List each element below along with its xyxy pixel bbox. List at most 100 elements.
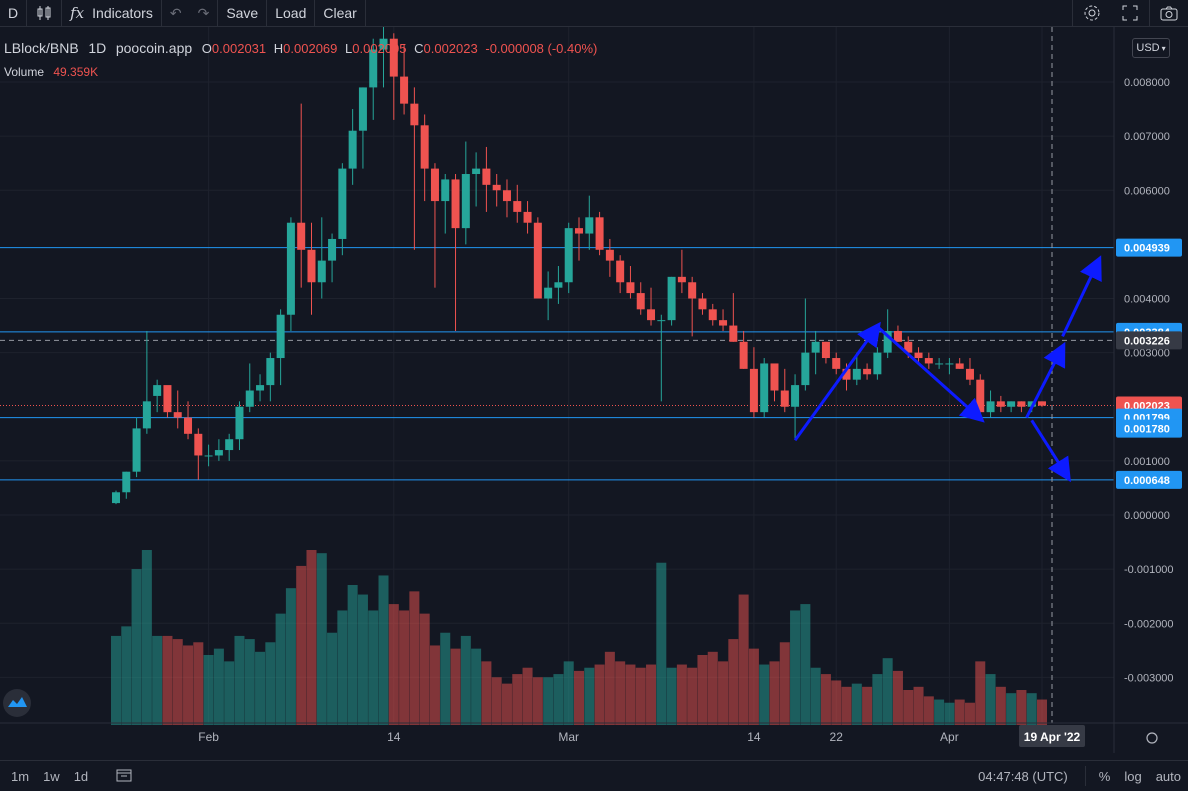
candle-body[interactable]: [533, 222, 542, 299]
candle-body[interactable]: [739, 341, 748, 369]
candle-body[interactable]: [924, 358, 933, 364]
candle-body[interactable]: [657, 320, 666, 322]
candle-body[interactable]: [142, 401, 151, 429]
candle-body[interactable]: [214, 450, 223, 456]
candle-body[interactable]: [184, 417, 193, 434]
auto-toggle[interactable]: auto: [1155, 768, 1181, 784]
candle-body[interactable]: [605, 249, 614, 261]
candle-body[interactable]: [410, 103, 419, 126]
candle-body[interactable]: [502, 190, 511, 202]
candle-body[interactable]: [348, 130, 357, 169]
candle-body[interactable]: [801, 352, 810, 386]
candle-body[interactable]: [811, 341, 820, 353]
candle-body[interactable]: [893, 330, 902, 342]
candle-body[interactable]: [297, 222, 306, 250]
candle-body[interactable]: [873, 352, 882, 375]
candle-body[interactable]: [544, 287, 553, 299]
redo-icon[interactable]: ↷: [197, 4, 210, 21]
candle-body[interactable]: [389, 38, 398, 77]
candle-body[interactable]: [935, 363, 944, 365]
candle-body[interactable]: [513, 201, 522, 212]
candles-icon[interactable]: [27, 0, 61, 26]
candle-body[interactable]: [204, 455, 213, 457]
candle-body[interactable]: [698, 298, 707, 310]
annotation-arrow[interactable]: [1025, 341, 1066, 419]
candle-body[interactable]: [472, 168, 481, 175]
chart-area[interactable]: 0.008000 0.007000 0.006000 0.004000 0.003000…: [0, 22, 1188, 753]
gear-icon[interactable]: [1073, 0, 1111, 26]
candle-body[interactable]: [883, 330, 892, 353]
legend-symbol[interactable]: LBlock/BNB: [4, 40, 79, 56]
candle-body[interactable]: [986, 401, 995, 413]
candle-body[interactable]: [235, 406, 244, 440]
currency-dropdown[interactable]: USD ▾: [1132, 38, 1170, 58]
annotation-arrow[interactable]: [1061, 255, 1102, 338]
candle-body[interactable]: [328, 238, 337, 261]
candle-body[interactable]: [461, 174, 470, 229]
symbol-short-button[interactable]: D: [8, 5, 19, 21]
candle-body[interactable]: [400, 76, 409, 104]
candle-body[interactable]: [245, 390, 254, 407]
candle-body[interactable]: [647, 309, 656, 321]
range-1w-button[interactable]: 1w: [43, 768, 60, 784]
percent-toggle[interactable]: %: [1098, 768, 1111, 784]
range-1m-button[interactable]: 1m: [11, 768, 30, 784]
candle-body[interactable]: [430, 168, 439, 202]
load-button[interactable]: Load: [275, 5, 307, 21]
candle-body[interactable]: [719, 320, 728, 326]
candle-body[interactable]: [286, 222, 295, 315]
candle-body[interactable]: [1038, 401, 1046, 406]
candle-body[interactable]: [132, 428, 141, 472]
candle-body[interactable]: [749, 368, 758, 413]
candle-body[interactable]: [616, 260, 625, 283]
save-button[interactable]: Save: [226, 5, 259, 21]
candle-body[interactable]: [153, 385, 162, 396]
candle-body[interactable]: [358, 87, 367, 131]
candle-body[interactable]: [194, 433, 203, 456]
axis-settings-gear-icon[interactable]: [1146, 732, 1158, 744]
range-1d-button[interactable]: 1d: [73, 768, 89, 784]
candle-body[interactable]: [256, 385, 265, 391]
candle-body[interactable]: [760, 363, 769, 413]
candle-body[interactable]: [708, 309, 717, 321]
utc-clock[interactable]: 04:47:48 (UTC): [978, 768, 1068, 784]
candle-body[interactable]: [996, 401, 1005, 407]
candle-body[interactable]: [575, 228, 583, 234]
candle-body[interactable]: [492, 184, 501, 191]
candle-body[interactable]: [369, 49, 378, 88]
candle-body[interactable]: [163, 385, 172, 413]
candle-body[interactable]: [780, 390, 789, 407]
candle-body[interactable]: [307, 249, 316, 283]
candle-body[interactable]: [955, 363, 964, 369]
candle-body[interactable]: [338, 168, 347, 239]
candle-body[interactable]: [122, 471, 131, 493]
candle-body[interactable]: [451, 179, 460, 229]
candle-body[interactable]: [832, 358, 841, 369]
candle-body[interactable]: [276, 314, 285, 359]
candle-body[interactable]: [729, 325, 738, 342]
candle-body[interactable]: [523, 211, 532, 223]
candle-body[interactable]: [791, 385, 800, 407]
candle-body[interactable]: [914, 352, 923, 359]
candle-body[interactable]: [564, 228, 573, 283]
candle-body[interactable]: [112, 492, 120, 504]
candle-body[interactable]: [852, 368, 861, 380]
undo-icon[interactable]: ↶: [169, 4, 182, 21]
candle-body[interactable]: [173, 412, 182, 418]
clear-button[interactable]: Clear: [323, 5, 357, 21]
log-toggle[interactable]: log: [1124, 768, 1142, 784]
candle-body[interactable]: [842, 368, 851, 380]
candle-body[interactable]: [482, 168, 491, 185]
annotation-arrow[interactable]: [1030, 419, 1071, 483]
candle-body[interactable]: [379, 38, 388, 50]
candle-body[interactable]: [554, 282, 563, 288]
candle-body[interactable]: [1007, 401, 1016, 407]
candle-body[interactable]: [1017, 401, 1026, 407]
candle-body[interactable]: [976, 379, 985, 413]
candle-body[interactable]: [585, 217, 594, 234]
camera-icon[interactable]: [1150, 0, 1188, 26]
candle-body[interactable]: [904, 341, 913, 353]
candle-body[interactable]: [667, 276, 676, 321]
fullscreen-icon[interactable]: [1111, 0, 1149, 26]
tradingview-logo-icon[interactable]: [3, 689, 31, 717]
